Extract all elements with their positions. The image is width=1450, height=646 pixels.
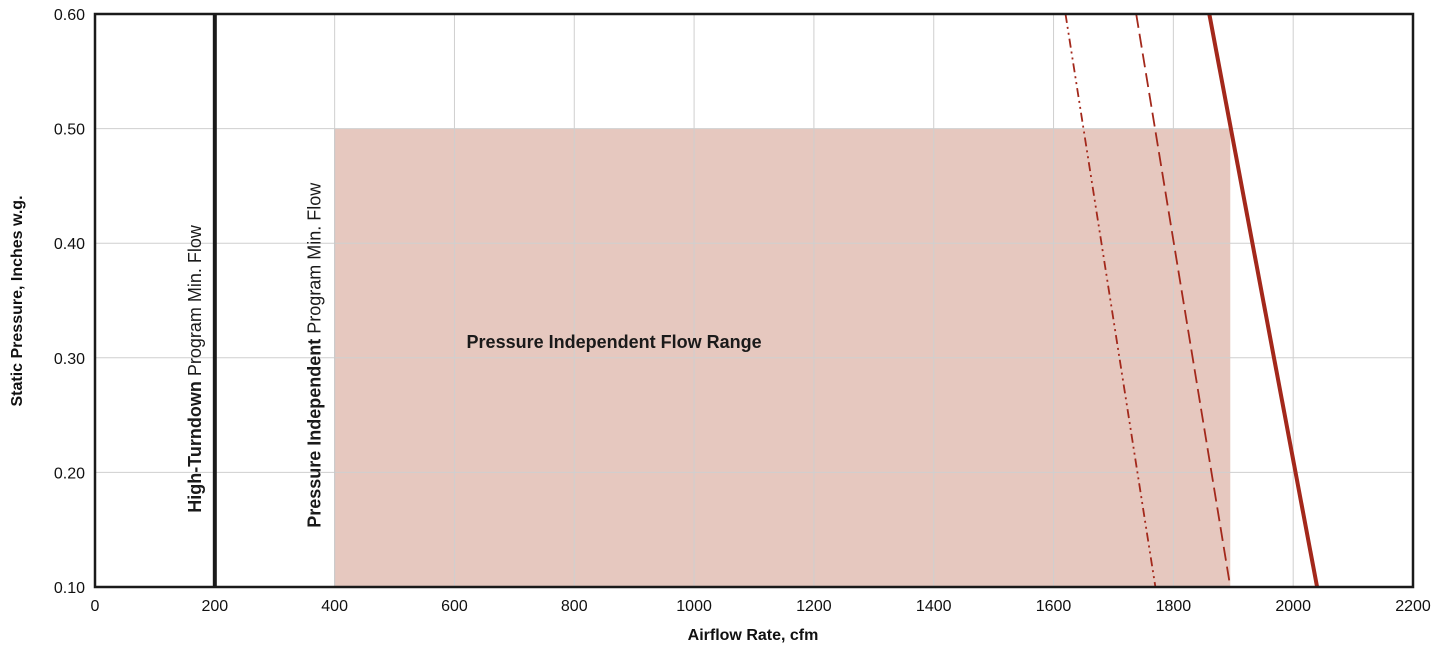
y-tick-label-0: 0.10 [54,580,85,597]
x-tick-label-10: 2000 [1275,598,1311,615]
ticks-layer: 0 200 400 600 800 1000 1200 1400 1600 1800 2000 220… [54,7,1431,615]
vertical-lines-layer [212,14,336,587]
y-tick-label-3: 0.40 [54,236,85,253]
y-tick-label-1: 0.20 [54,465,85,482]
vertical-line-label-bold-0: High-Turndown [185,376,205,513]
series-line-2 [1135,13,1232,588]
vertical-line-label-0: High-Turndown Program Min. Flow [185,224,205,513]
annotations-layer: High-Turndown Program Min. FlowPressure … [185,182,762,528]
series-layer [1064,13,1320,588]
x-tick-label-9: 1800 [1156,598,1192,615]
x-tick-label-4: 800 [561,598,588,615]
x-tick-label-0: 0 [91,598,100,615]
x-axis-title: Airflow Rate, cfm [688,627,819,644]
y-tick-label-5: 0.60 [54,7,85,24]
grid-layer [95,14,1413,587]
y-axis-title: Static Pressure, Inches w.g. [9,195,26,406]
vertical-line-label-regular-0: Program Min. Flow [185,224,205,376]
vertical-line-label-regular-1: Program Min. Flow [305,182,325,334]
series-line-1 [1207,13,1320,588]
x-tick-label-1: 200 [201,598,228,615]
vertical-line-label-bold-1: Pressure Independent [305,334,325,528]
x-tick-label-8: 1600 [1036,598,1072,615]
vertical-line-label-1: Pressure Independent Program Min. Flow [305,182,325,528]
x-tick-label-6: 1200 [796,598,832,615]
shaded-region-label: Pressure Independent Flow Range [467,332,762,352]
x-tick-label-3: 600 [441,598,468,615]
y-tick-label-2: 0.30 [54,351,85,368]
series-line-3 [1064,13,1157,588]
x-tick-label-11: 2200 [1395,598,1431,615]
x-tick-label-5: 1000 [676,598,712,615]
x-tick-label-7: 1400 [916,598,952,615]
y-tick-label-4: 0.50 [54,122,85,139]
plot-frame [93,12,1415,589]
frame-layer [93,12,1415,589]
x-tick-label-2: 400 [321,598,348,615]
